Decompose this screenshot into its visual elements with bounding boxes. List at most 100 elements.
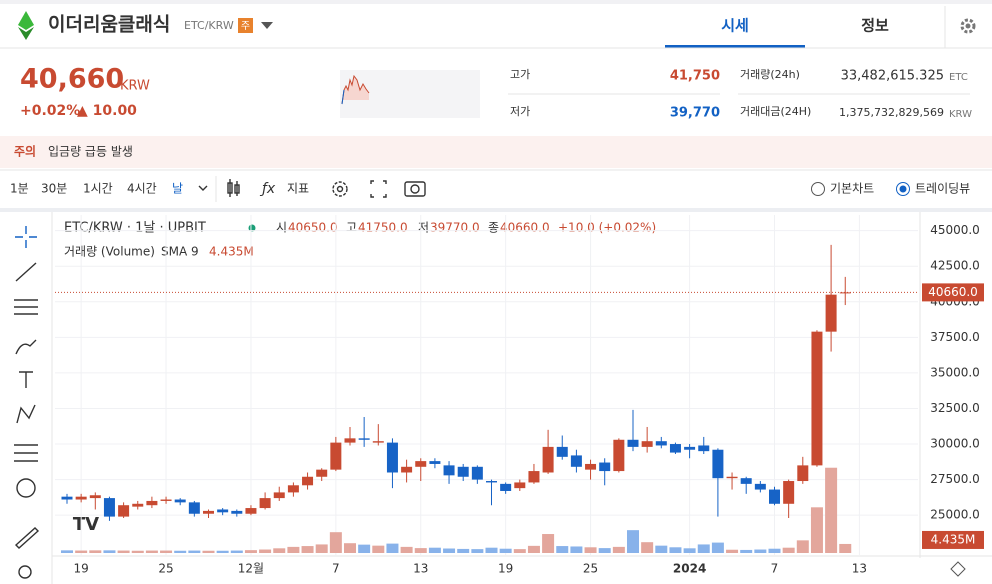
volume-bar <box>627 530 639 553</box>
interval[interactable]: 1시간 <box>83 182 113 196</box>
candle-body <box>429 461 441 464</box>
candle-body <box>471 466 483 480</box>
crosshair-tool[interactable] <box>15 226 37 248</box>
legend-label: 저 <box>418 221 429 235</box>
alert-message: 입금량 급등 발생 <box>48 145 133 159</box>
candle-body <box>641 441 653 447</box>
y-tick-label: 37500.0 <box>930 330 980 344</box>
candle-type[interactable] <box>227 179 240 197</box>
candle-body <box>330 442 342 470</box>
volume-bar <box>61 550 73 553</box>
candle-body <box>118 505 130 517</box>
line-tool[interactable] <box>15 262 37 282</box>
candle-body <box>542 446 554 473</box>
dropdown[interactable] <box>261 22 273 29</box>
candle-body <box>188 502 200 514</box>
volume-bar <box>400 546 413 553</box>
interval[interactable]: 30분 <box>41 182 67 196</box>
candle-body <box>783 481 795 504</box>
candle-body <box>811 331 823 466</box>
candle-body <box>386 442 398 473</box>
volume-bar <box>740 549 753 553</box>
volume-bar <box>301 546 314 553</box>
badge-text: 주 <box>241 21 250 32</box>
stat-value: 39,770 <box>670 106 720 121</box>
emoji-tool[interactable] <box>16 478 36 498</box>
candle-body <box>684 446 696 450</box>
candle-body <box>528 471 540 483</box>
stat-label: 거래대금(24H) <box>740 105 811 118</box>
legend-change: +10.0 (+0.02%) <box>558 221 656 235</box>
interval-dropdown[interactable] <box>198 185 208 191</box>
volume-bar <box>711 542 724 553</box>
status-dot <box>248 224 256 232</box>
camera-icon[interactable] <box>404 181 426 197</box>
brush-tool[interactable] <box>15 339 37 355</box>
candle-body <box>655 441 667 446</box>
interval[interactable]: 1분 <box>10 182 29 196</box>
candle-body <box>103 498 115 517</box>
interval[interactable]: 4시간 <box>127 182 157 196</box>
settings[interactable] <box>960 18 976 34</box>
view-option[interactable]: 트레이딩뷰 <box>915 182 970 196</box>
x-tick-label: 13 <box>852 562 867 576</box>
candle-body <box>514 482 526 489</box>
legend-value: 40660.0 <box>500 221 550 235</box>
pattern-tool[interactable] <box>16 404 36 424</box>
volume-name: 거래량 (Volume) <box>64 245 155 259</box>
candle-body <box>585 463 597 470</box>
volume-bar <box>471 549 484 553</box>
change-rate: +0.02% <box>20 103 80 119</box>
x-tick-label: 12월 <box>238 562 264 576</box>
view-option[interactable]: 기본차트 <box>830 182 874 196</box>
price-unit: KRW <box>120 79 150 94</box>
volume-bar <box>414 548 427 553</box>
candle-body <box>358 438 370 440</box>
volume-bar <box>499 548 512 553</box>
candle-body <box>287 485 299 493</box>
volume-bar <box>315 544 328 553</box>
y-tick-label: 25000.0 <box>930 508 980 522</box>
indicator[interactable]: 지표 <box>287 182 309 196</box>
fullscreen-icon[interactable] <box>370 180 387 198</box>
last-price-box <box>922 283 984 302</box>
settings-icon[interactable] <box>332 181 348 197</box>
tab[interactable]: 정보 <box>861 17 889 35</box>
radio[interactable] <box>896 182 910 196</box>
volume-bar <box>542 534 555 553</box>
volume-bar <box>131 550 144 553</box>
volume-bar <box>244 550 257 553</box>
candle-body <box>556 446 568 457</box>
candle-body <box>415 461 427 467</box>
volume-bar <box>513 549 526 553</box>
x-tick-label: 7 <box>771 562 779 576</box>
ruler-tool[interactable] <box>14 527 40 549</box>
fib-tool[interactable] <box>14 299 38 315</box>
fx-icon[interactable]: ƒx <box>259 181 276 197</box>
tab-underline <box>665 45 805 48</box>
volume-bar <box>669 547 682 553</box>
alert-level: 주의 <box>14 144 36 159</box>
legend-value: 40650.0 <box>288 221 338 235</box>
drawing-tools <box>14 212 53 584</box>
x-tick-label: 13 <box>413 562 428 576</box>
volume-bar <box>188 550 201 553</box>
legend-label: 시 <box>276 221 287 235</box>
reset-icon[interactable] <box>950 561 966 577</box>
volume-value: 4.435M <box>209 245 254 259</box>
zoom-tool[interactable] <box>18 565 32 579</box>
volume-bar <box>428 547 441 553</box>
y-tick-label: 30000.0 <box>930 437 980 451</box>
interval[interactable]: 날 <box>172 182 183 196</box>
text-tool[interactable] <box>19 371 33 388</box>
coin-logo <box>18 11 34 40</box>
candle-body <box>174 499 186 503</box>
projection-tool[interactable] <box>14 444 38 462</box>
stat-unit: KRW <box>949 109 972 120</box>
x-tick-label: 19 <box>498 562 513 576</box>
radio[interactable] <box>811 182 825 196</box>
candle-body <box>613 439 625 472</box>
candle-body <box>740 478 752 484</box>
tab[interactable]: 시세 <box>721 17 749 35</box>
volume-bar <box>598 548 611 553</box>
